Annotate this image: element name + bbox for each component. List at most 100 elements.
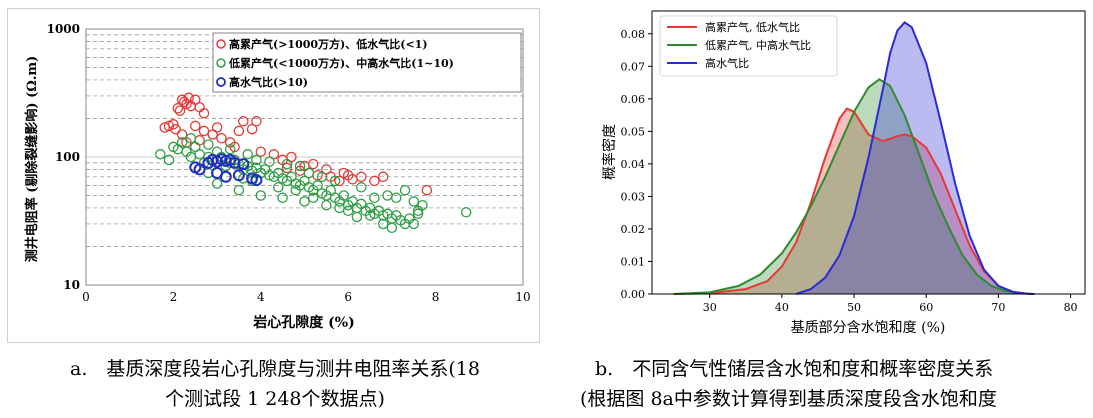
data-point [176,129,188,140]
y-tick-label: 0.01 [621,255,646,268]
data-point [351,211,363,223]
x-tick-label: 60 [919,301,933,314]
data-point [198,107,210,119]
chart-a-legend-label-3: 高水气比(>10) [229,75,308,89]
data-point [185,133,197,144]
data-point [251,116,262,127]
data-point [377,171,389,183]
data-point [334,175,345,187]
chart-a-frame: 0 2 4 6 8 10 10 100 1000 岩心孔隙度 (%) 测井电阻率 (剔除裂缝影响… [7,8,540,343]
data-point [163,154,175,166]
chart-a-points [155,92,472,234]
chart-b-ylabel: 概率密度 [601,124,618,180]
chart-a-plot-border [85,28,524,286]
x-tick-label: 70 [991,301,1005,314]
data-point [246,123,258,135]
chart-a-legend-entry-1: 高累产气(>1000万方)、低水气比(<1) [216,37,428,51]
data-point [334,202,345,214]
data-point [460,207,472,218]
chart-b-legend-box [659,15,838,77]
chart-b-xlabel: 基质部分含水饱和度 (%) [791,319,946,336]
data-point [216,133,227,144]
data-point [170,123,181,135]
data-point [172,143,184,155]
data-point [273,182,284,193]
data-point [255,146,267,157]
data-point [325,184,336,196]
data-point [412,208,424,220]
x-tick-label: 30 [703,301,717,314]
data-point [382,190,393,201]
density-area [673,79,1035,294]
density-line [673,107,1028,295]
data-point [356,171,367,183]
data-point [342,205,354,217]
data-point [277,192,288,204]
data-point [203,139,214,150]
y-tick-label: 0.04 [621,158,646,171]
caption-b-line1: b. 不同含气性储层含水饱和度和概率密度关系 [595,358,994,380]
chart-a-ticks: 0 2 4 6 8 10 10 100 1000 [47,22,531,304]
legend-marker-blue [216,77,226,87]
data-point [190,120,201,132]
y-tick-label: 0.00 [621,288,646,301]
x-tick-label: 4 [257,290,265,304]
density-area [673,108,1028,294]
data-point [338,190,350,201]
data-point [174,105,186,116]
data-point [250,174,263,187]
chart-b-legend-entry-1: 高累产气, 低水气比 [667,20,800,34]
data-point [224,143,236,155]
chart-b-ticks: 30 40 50 60 70 80 0.00 0.01 0.02 0.03 0.04 0.05 0.06… [621,28,1078,314]
data-point [303,167,315,179]
y-tick-label: 0.06 [621,93,646,106]
data-point [168,119,179,130]
chart-a: 0 2 4 6 8 10 10 100 1000 岩心孔隙度 (%) 测井电阻率 (剔除裂缝影响… [24,22,531,331]
data-point [242,149,253,160]
data-point [233,125,245,137]
data-point [172,103,184,114]
density-line [673,78,1035,295]
chart-b-legend-label-1: 高累产气, 低水气比 [705,20,800,34]
data-point [294,160,306,172]
legend-marker-green [216,58,226,68]
data-point [228,156,241,169]
chart-a-legend-entry-2: 低累产气(<1000万方)、中高水气比(1~10) [216,56,454,70]
data-point [316,171,328,183]
x-tick-label: 40 [775,301,789,314]
data-point [194,149,205,160]
data-point [155,149,166,160]
data-point [369,192,380,204]
data-point [237,158,250,171]
data-point [232,169,245,182]
x-tick-label: 0 [82,290,90,304]
data-point [163,120,175,132]
chart-a-legend-entry-3: 高水气比(>10) [216,75,308,89]
data-point [386,222,398,234]
caption-a-line1: a. 基质深度段岩心孔隙度与测井电阻率关系(18 [70,358,480,380]
chart-b-areas [673,21,1035,295]
chart-a-legend-label-2: 低累产气(<1000万方)、中高水气比(1~10) [228,56,454,70]
data-point [281,158,293,170]
y-tick-label: 0.08 [621,28,646,41]
data-point [211,122,223,133]
data-point [307,158,319,170]
data-point [369,175,380,187]
y-tick-label: 10 [63,278,80,292]
caption-b-line2: (根据图 8a中参数计算得到基质深度段含水饱和度 [580,388,997,410]
data-point [238,116,249,127]
data-point [408,218,420,230]
x-tick-label: 80 [1064,301,1078,314]
data-point [329,175,341,187]
data-point [321,199,332,211]
chart-a-ylabel: 测井电阻率 (剔除裂缝影响) (Ω.m) [24,56,40,263]
chart-b: 30 40 50 60 70 80 0.00 0.01 0.02 0.03 0.04 0.05 0.06… [601,10,1086,336]
data-point [391,192,402,204]
data-point [312,180,323,191]
x-tick-label: 50 [847,301,861,314]
y-tick-label: 0.02 [621,223,646,236]
density-area [796,22,1035,295]
chart-b-legend-label-2: 低累产气, 中高水气比 [705,38,811,52]
chart-b-legend-label-3: 高水气比 [705,56,749,70]
data-point [264,156,275,167]
